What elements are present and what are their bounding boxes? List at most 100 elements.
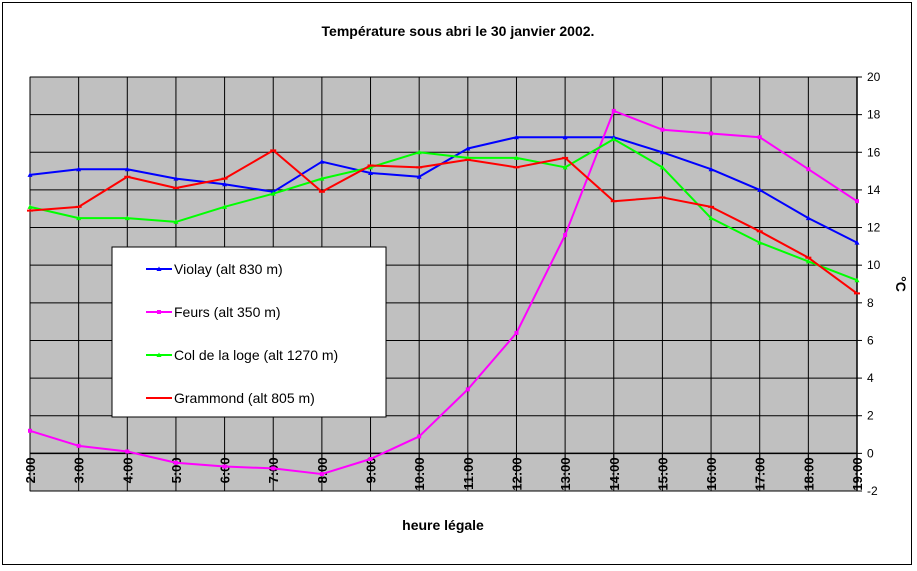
x-tick-label: 17:00 (753, 457, 768, 490)
data-point (222, 181, 228, 187)
data-point (611, 136, 617, 142)
x-axis-ticks: 2:003:004:005:006:007:008:009:0010:0011:… (23, 453, 865, 491)
y-axis-label: °C (893, 276, 909, 292)
data-point (416, 149, 422, 155)
data-point (465, 155, 471, 160)
x-tick-label: 3:00 (72, 457, 87, 483)
x-tick-label: 10:00 (412, 457, 427, 490)
data-point (27, 204, 33, 209)
x-tick-label: 13:00 (558, 457, 573, 490)
x-tick-label: 4:00 (120, 457, 135, 483)
data-point (271, 466, 276, 471)
data-point (76, 166, 82, 172)
data-point (805, 215, 811, 221)
data-point (173, 176, 179, 181)
data-point (709, 131, 714, 136)
series-4 (27, 149, 860, 295)
y-axis-ticks: -2 0 2 4 6 8 10 12 14 16 18 20 (857, 70, 881, 498)
data-point (368, 457, 373, 462)
series-line (29, 138, 858, 282)
x-tick-label: 8:00 (315, 457, 330, 483)
y-tick-label: 14 (867, 183, 881, 197)
y-tick-label: 8 (867, 296, 874, 310)
x-tick-label: 6:00 (218, 457, 233, 483)
series-3 (27, 136, 860, 283)
y-tick-label: 16 (867, 145, 881, 159)
data-point (806, 167, 811, 172)
y-tick-label: 20 (867, 70, 881, 84)
x-tick-label: 9:00 (364, 457, 379, 483)
data-point (157, 310, 161, 314)
legend-item: Grammond (alt 805 m) (146, 390, 315, 406)
data-point (513, 134, 519, 140)
data-point (319, 472, 324, 477)
chart-title: Température sous abri le 30 janvier 2002… (322, 23, 595, 39)
x-tick-label: 18:00 (801, 457, 816, 490)
y-tick-label: 4 (867, 371, 874, 385)
y-tick-label: -2 (867, 484, 878, 498)
data-point (514, 330, 519, 335)
data-point (27, 172, 33, 177)
y-tick-label: 2 (867, 409, 874, 423)
data-point (708, 215, 714, 221)
legend-box (111, 246, 387, 418)
x-tick-label: 12:00 (509, 457, 524, 490)
data-point (222, 204, 228, 209)
x-tick-label: 11:00 (461, 457, 476, 490)
legend-label: Col de la loge (alt 1270 m) (174, 347, 338, 363)
x-tick-label: 14:00 (607, 457, 622, 490)
data-point (611, 108, 616, 113)
data-point (708, 166, 714, 172)
series-line (29, 149, 858, 295)
x-tick-label: 19:00 (850, 457, 865, 490)
data-point (270, 191, 276, 196)
data-point (124, 166, 130, 172)
data-point (76, 443, 81, 448)
legend-item: Violay (alt 830 m) (146, 261, 283, 277)
data-point (125, 449, 130, 454)
data-point (757, 135, 762, 140)
data-point (805, 258, 811, 264)
data-point (562, 134, 568, 140)
data-point (659, 149, 665, 155)
legend-label: Violay (alt 830 m) (174, 261, 283, 277)
data-point (757, 187, 763, 192)
data-point (854, 277, 860, 283)
data-point (563, 233, 568, 238)
data-point (368, 170, 374, 175)
data-point (513, 155, 519, 160)
legend: Violay (alt 830 m) Feurs (alt 350 m) Col d… (111, 246, 387, 418)
y-tick-label: 10 (867, 258, 881, 272)
data-point (465, 387, 470, 392)
legend-label: Grammond (alt 805 m) (174, 390, 315, 406)
x-tick-label: 15:00 (655, 457, 670, 490)
data-point (156, 266, 162, 271)
data-point (222, 464, 227, 469)
legend-label: Feurs (alt 350 m) (174, 304, 281, 320)
data-point (659, 164, 665, 170)
data-point (173, 219, 179, 224)
data-point (76, 215, 82, 221)
y-tick-label: 18 (867, 108, 881, 122)
y-tick-label: 6 (867, 333, 874, 347)
data-point (28, 428, 32, 433)
data-point (368, 164, 374, 170)
x-tick-label: 16:00 (704, 457, 719, 490)
series-2 (28, 108, 859, 477)
series-line (29, 109, 858, 476)
data-point (173, 460, 178, 465)
data-point (416, 174, 422, 179)
data-point (124, 215, 130, 221)
legend-item: Feurs (alt 350 m) (146, 304, 281, 320)
axes (30, 77, 858, 491)
y-tick-label: 0 (867, 446, 874, 460)
series-lines (27, 108, 860, 477)
data-point (319, 176, 325, 181)
data-point (465, 146, 471, 151)
data-point (562, 164, 568, 170)
x-axis-label: heure légale (402, 517, 484, 533)
data-point (854, 240, 860, 245)
legend-item: Col de la loge (alt 1270 m) (146, 347, 338, 363)
data-point (417, 434, 422, 439)
y-tick-label: 12 (867, 221, 881, 235)
